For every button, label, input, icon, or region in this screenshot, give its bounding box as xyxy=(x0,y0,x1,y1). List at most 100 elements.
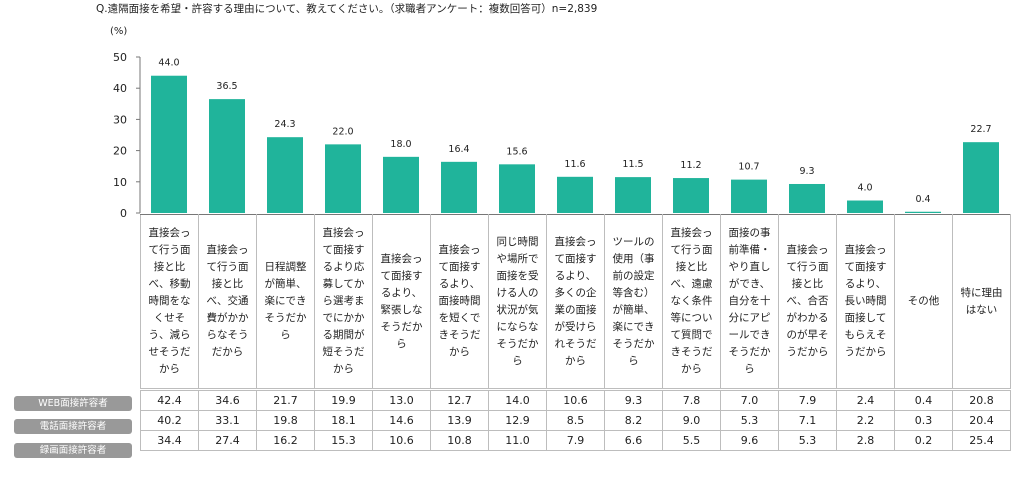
data-label: 44.0 xyxy=(158,58,179,69)
row-label-web: WEB面接許容者 xyxy=(14,396,132,411)
y-tick-label: 20 xyxy=(113,145,127,158)
category-label: 日程調整が簡単、楽にできそうだから xyxy=(256,214,315,389)
category-label: 直接会って面接するより応募してから選考までにかかる期間が短そうだから xyxy=(314,214,373,389)
category-label: 直接会って面接するより、長い時間面接してもらえそうだから xyxy=(836,214,895,389)
bar xyxy=(963,142,999,213)
data-label: 10.7 xyxy=(738,162,759,173)
table-cell: 13.9 xyxy=(430,410,489,431)
y-tick-label: 0 xyxy=(120,207,127,220)
table-cell: 6.6 xyxy=(604,430,663,451)
bar xyxy=(151,75,187,213)
data-label: 11.2 xyxy=(680,160,701,171)
table-cell: 20.8 xyxy=(952,390,1011,411)
category-label: 特に理由はない xyxy=(952,214,1011,389)
table-row-web: 42.4 34.6 21.7 19.9 13.0 12.7 14.0 10.6 9.3 7.8 7.… xyxy=(140,390,1011,411)
row-label-phone: 電話面接許容者 xyxy=(14,419,132,434)
bar xyxy=(499,164,535,213)
table-cell: 11.0 xyxy=(488,430,547,451)
table-row-recorded: 34.4 27.4 16.2 15.3 10.6 10.8 11.0 7.9 6.6 5.5 9.6… xyxy=(140,430,1011,451)
bar-chart: 0 10 20 30 40 50 44.0 36.5 24.3 22.0 18.0 16.4 15.6 1… xyxy=(113,51,999,220)
table-cell: 19.8 xyxy=(256,410,315,431)
table-cell: 2.8 xyxy=(836,430,895,451)
table-cell: 40.2 xyxy=(140,410,199,431)
table-cell: 0.4 xyxy=(894,390,953,411)
data-label: 15.6 xyxy=(506,146,527,157)
table-cell: 34.4 xyxy=(140,430,199,451)
table-cell: 42.4 xyxy=(140,390,199,411)
category-label: 直接会って行う面接と比べ、遠慮なく条件等について質問できそうだから xyxy=(662,214,721,389)
table-cell: 7.8 xyxy=(662,390,721,411)
bar xyxy=(209,99,245,213)
category-label: ツールの使用（事前の設定等含む）が簡単、楽にできそうだから xyxy=(604,214,663,389)
bar xyxy=(383,156,419,213)
bar xyxy=(615,177,651,213)
data-label: 16.4 xyxy=(448,144,469,155)
bar xyxy=(847,200,883,213)
y-axis-unit: (%) xyxy=(110,26,128,37)
category-label: 直接会って面接するより、面接時間を短くできそうだから xyxy=(430,214,489,389)
table-cell: 9.0 xyxy=(662,410,721,431)
chart-title: Q.遠隔面接を希望・許容する理由について、教えてください。（求職者アンケート：複… xyxy=(96,3,598,15)
table-cell: 5.3 xyxy=(720,410,779,431)
data-label: 9.3 xyxy=(799,166,814,177)
table-cell: 10.8 xyxy=(430,430,489,451)
data-label: 4.0 xyxy=(857,183,872,194)
category-label: 面接の事前準備・やり直しができ、自分を十分にアピールできそうだから xyxy=(720,214,779,389)
table-cell: 13.0 xyxy=(372,390,431,411)
table-cell: 21.7 xyxy=(256,390,315,411)
table-cell: 7.9 xyxy=(546,430,605,451)
bar xyxy=(905,211,941,213)
table-row-phone: 40.2 33.1 19.8 18.1 14.6 13.9 12.9 8.5 8.2 9.0 5.3… xyxy=(140,410,1011,431)
y-tick-label: 30 xyxy=(113,113,127,126)
category-label: 直接会って面接するより、緊張しなそうだから xyxy=(372,214,431,389)
table-cell: 18.1 xyxy=(314,410,373,431)
table-cell: 7.0 xyxy=(720,390,779,411)
bar xyxy=(557,176,593,213)
category-label: 同じ時間や場所で面接を受ける人の状況が気にならなそうだから xyxy=(488,214,547,389)
y-tick-label: 50 xyxy=(113,51,127,64)
category-label: 直接会って面接するより、多くの企業の面接が受けられそうだから xyxy=(546,214,605,389)
y-tick-label: 10 xyxy=(113,176,127,189)
table-cell: 25.4 xyxy=(952,430,1011,451)
table-cell: 14.6 xyxy=(372,410,431,431)
bar xyxy=(325,144,361,213)
table-cell: 9.3 xyxy=(604,390,663,411)
data-label: 36.5 xyxy=(216,81,237,92)
category-label-table: 直接会って行う面接と比べ、移動時間をなくせそう、減らせそうだから 直接会って行う面… xyxy=(140,214,1011,389)
table-cell: 12.7 xyxy=(430,390,489,411)
table-cell: 8.5 xyxy=(546,410,605,431)
bar xyxy=(267,137,303,213)
table-cell: 8.2 xyxy=(604,410,663,431)
category-label: その他 xyxy=(894,214,953,389)
table-cell: 16.2 xyxy=(256,430,315,451)
table-cell: 5.3 xyxy=(778,430,837,451)
data-label: 11.5 xyxy=(622,159,643,170)
table-cell: 7.9 xyxy=(778,390,837,411)
bar xyxy=(673,178,709,213)
table-cell: 27.4 xyxy=(198,430,257,451)
row-label-recorded: 録画面接許容者 xyxy=(14,443,132,458)
table-cell: 19.9 xyxy=(314,390,373,411)
table-cell: 34.6 xyxy=(198,390,257,411)
table-cell: 9.6 xyxy=(720,430,779,451)
table-cell: 12.9 xyxy=(488,410,547,431)
table-cell: 5.5 xyxy=(662,430,721,451)
table-cell: 0.3 xyxy=(894,410,953,431)
table-cell: 10.6 xyxy=(372,430,431,451)
table-cell: 20.4 xyxy=(952,410,1011,431)
table-cell: 10.6 xyxy=(546,390,605,411)
bar xyxy=(441,161,477,213)
data-label: 24.3 xyxy=(274,119,295,130)
y-tick-label: 40 xyxy=(113,82,127,95)
data-label: 0.4 xyxy=(915,194,930,205)
data-label: 11.6 xyxy=(564,159,585,170)
category-label: 直接会って行う面接と比べ、交通費がかからなそうだから xyxy=(198,214,257,389)
table-cell: 14.0 xyxy=(488,390,547,411)
bar xyxy=(731,179,767,213)
table-cell: 7.1 xyxy=(778,410,837,431)
data-label: 22.0 xyxy=(332,126,353,137)
table-cell: 33.1 xyxy=(198,410,257,431)
data-label: 18.0 xyxy=(390,139,411,150)
bar xyxy=(789,183,825,213)
table-cell: 2.4 xyxy=(836,390,895,411)
